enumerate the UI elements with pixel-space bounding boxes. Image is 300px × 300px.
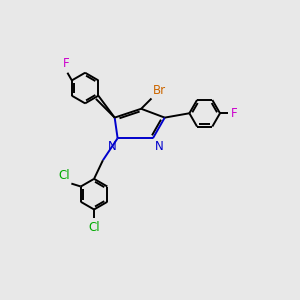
Text: N: N — [107, 140, 116, 153]
Text: N: N — [154, 140, 163, 153]
Text: Br: Br — [153, 84, 166, 97]
Text: Cl: Cl — [58, 169, 70, 182]
Text: F: F — [231, 107, 238, 120]
Text: Cl: Cl — [88, 221, 100, 234]
Text: F: F — [63, 57, 69, 70]
